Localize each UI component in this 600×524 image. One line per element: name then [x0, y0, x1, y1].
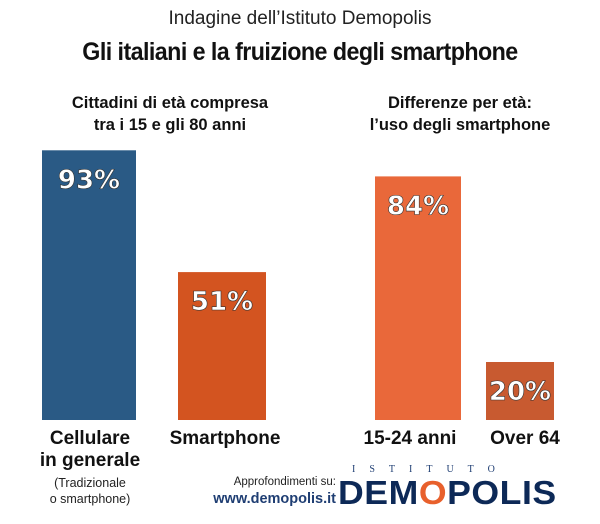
right-subtitle: Differenze per età: l’uso degli smartpho… [330, 92, 590, 136]
category-label-15-24: 15-24 anni [340, 428, 480, 450]
bar-cellulare-in-generale [42, 150, 136, 421]
category-label-over-64: Over 64 [465, 428, 585, 450]
category-note-line-2: o smartphone) [49, 492, 131, 506]
footer-label: Approfondimenti su: [233, 476, 336, 488]
bar-15-24-anni [375, 176, 461, 420]
category-note: (Tradizionale o smartphone) [20, 475, 160, 507]
left-subtitle-line-1: Cittadini di età compresa [71, 94, 269, 112]
left-subtitle-line-2: tra i 15 e gli 80 anni [93, 116, 247, 134]
footer-url-link[interactable]: www.demopolis.it [213, 491, 336, 507]
bar-value-label: 20% [489, 377, 551, 407]
bar-smartphone [178, 272, 266, 420]
demopolis-logo: DEMOPOLIS [338, 474, 557, 512]
category-label-line: 15-24 anni [363, 428, 457, 449]
logo-text-part-2: O [418, 474, 448, 511]
logo-top-text: ISTITUTO [352, 464, 509, 475]
supertitle: Indagine dell’Istituto Demopolis [168, 8, 432, 29]
logo-text-part-3: POLIS [447, 474, 557, 511]
left-subtitle: Cittadini di età compresa tra i 15 e gli… [40, 92, 300, 136]
category-label-line: Cellulare [49, 428, 131, 449]
category-label-smartphone: Smartphone [160, 428, 290, 450]
category-label-cellulare: Cellulare in generale [20, 428, 160, 472]
bar-over-64 [486, 362, 554, 420]
category-label-line: Smartphone [169, 428, 281, 449]
category-label-line: Over 64 [490, 428, 560, 449]
chart-title: Gli italiani e la fruizione degli smartp… [82, 38, 518, 66]
bar-value-label: 84% [387, 191, 449, 221]
bar-value-label: 93% [58, 165, 120, 195]
right-subtitle-line-1: Differenze per età: [388, 94, 532, 112]
logo-text-part-1: DEM [338, 474, 419, 511]
right-subtitle-line-2: l’uso degli smartphone [369, 116, 551, 134]
bar-value-label: 51% [191, 287, 253, 317]
category-note-line-1: (Tradizionale [54, 476, 126, 490]
category-label-line: in generale [39, 450, 141, 471]
